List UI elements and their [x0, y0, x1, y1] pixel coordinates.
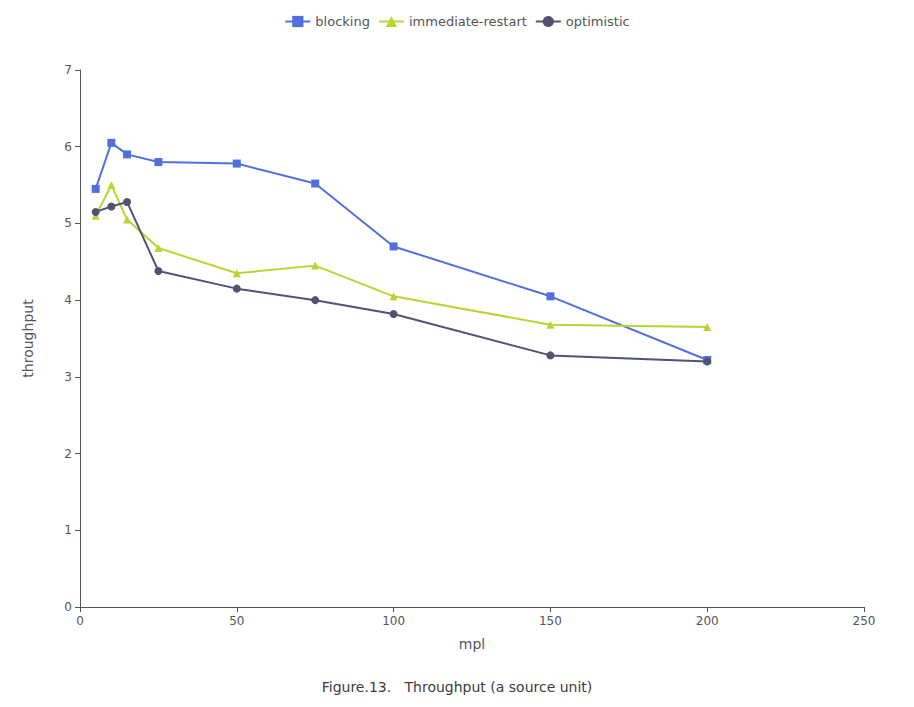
svg-text:7: 7 [64, 63, 72, 77]
svg-text:Figure.13. Throughput (a sou: Figure.13. Throughput (a source unit) [322, 679, 593, 695]
svg-text:250: 250 [853, 614, 876, 628]
svg-text:1: 1 [64, 523, 72, 537]
svg-text:mpl: mpl [459, 636, 485, 652]
svg-text:100: 100 [382, 614, 405, 628]
svg-text:throughput: throughput [20, 299, 36, 378]
svg-text:4: 4 [64, 293, 72, 307]
svg-text:50: 50 [229, 614, 244, 628]
svg-text:immediate-restart: immediate-restart [409, 14, 527, 29]
svg-text:200: 200 [696, 614, 719, 628]
svg-text:3: 3 [64, 370, 72, 384]
svg-text:0: 0 [76, 614, 84, 628]
svg-text:0: 0 [64, 600, 72, 614]
svg-text:5: 5 [64, 216, 72, 230]
svg-text:150: 150 [539, 614, 562, 628]
svg-text:2: 2 [64, 447, 72, 461]
svg-text:6: 6 [64, 140, 72, 154]
svg-text:blocking: blocking [315, 14, 370, 29]
svg-text:optimistic: optimistic [566, 14, 630, 29]
